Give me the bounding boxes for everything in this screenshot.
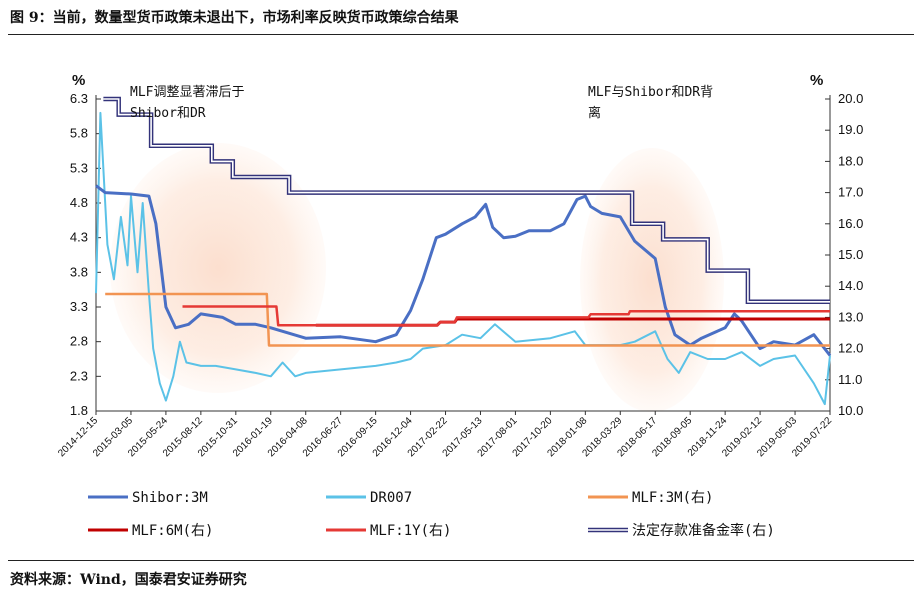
- right-axis-unit: %: [810, 72, 823, 89]
- left-tick-label: 4.8: [70, 195, 88, 210]
- right-tick-label: 17.0: [838, 185, 863, 200]
- left-tick-label: 5.3: [70, 160, 88, 175]
- bottom-rule: [8, 560, 914, 561]
- annotation-2-line1: MLF与Shibor和DR背: [588, 85, 713, 100]
- legend-label: DR007: [370, 490, 412, 506]
- right-tick-label: 20.0: [838, 91, 863, 106]
- left-tick-label: 4.3: [70, 230, 88, 245]
- legend-label: Shibor:3M: [132, 490, 208, 506]
- right-tick-label: 18.0: [838, 153, 863, 168]
- series-2-line: [105, 292, 830, 347]
- right-tick-label: 11.0: [838, 372, 862, 387]
- right-tick-label: 19.0: [838, 122, 863, 137]
- series-0-line: [95, 184, 832, 357]
- highlight-oval-2015: [110, 143, 326, 393]
- legend-label: MLF:3M(右): [632, 490, 713, 506]
- left-tick-label: 6.3: [70, 91, 88, 106]
- right-tick-label: 12.0: [838, 341, 863, 356]
- legend-label: MLF:6M(右): [132, 523, 213, 539]
- left-tick-label: 2.3: [70, 368, 88, 383]
- source-note: 资料来源：Wind，国泰君安证券研究: [10, 572, 247, 588]
- left-tick-label: 3.3: [70, 299, 88, 314]
- left-tick-label: 2.8: [70, 334, 88, 349]
- legend-label: MLF:1Y(右): [370, 523, 451, 539]
- left-tick-label: 5.8: [70, 126, 88, 141]
- chart-title: 图 9：当前，数量型货币政策未退出下，市场利率反映货币政策综合结果: [10, 10, 459, 26]
- right-tick-label: 15.0: [838, 247, 863, 262]
- highlight-oval-2018: [580, 148, 724, 412]
- annotation-1-line1: MLF调整显著滞后于: [130, 85, 244, 100]
- series-1-line: [95, 111, 831, 406]
- legend-label: 法定存款准备金率(右): [632, 522, 775, 539]
- left-axis-unit: %: [72, 72, 85, 89]
- title-underline: [8, 34, 914, 35]
- left-tick-label: 3.8: [70, 264, 88, 279]
- right-tick-label: 10.0: [838, 403, 863, 418]
- annotation-1-line2: Shibor和DR: [130, 106, 206, 121]
- legend: Shibor:3M DR007 MLF:3M(右) MLF:6M(右) MLF:1Y(右…: [88, 490, 775, 539]
- left-tick-label: 1.8: [70, 403, 88, 418]
- series-5-line-inner: [103, 98, 830, 303]
- annotation-2-line2: 离: [588, 105, 601, 121]
- series-4-line: [182, 305, 830, 327]
- right-tick-label: 13.0: [838, 309, 863, 324]
- right-tick-label: 16.0: [838, 216, 863, 231]
- right-tick-label: 14.0: [838, 278, 863, 293]
